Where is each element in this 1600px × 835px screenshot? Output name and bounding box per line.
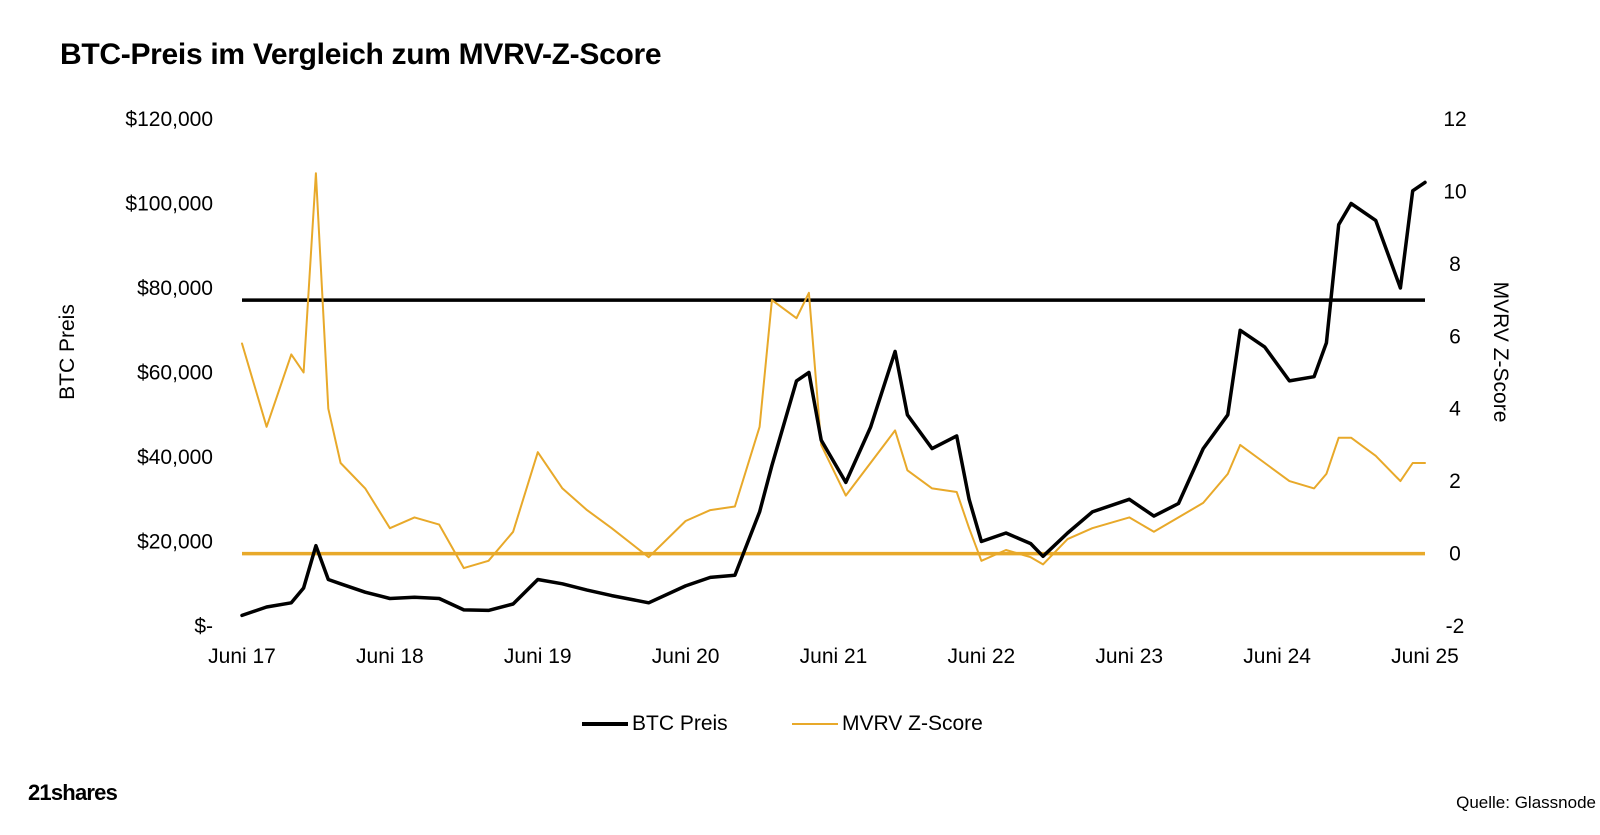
- y-right-tick-label: -2: [1446, 615, 1465, 638]
- y-right-tick-label: 2: [1449, 470, 1461, 493]
- y-left-axis-label: BTC Preis: [56, 304, 79, 400]
- y-left-tick-label: $-: [194, 615, 213, 638]
- brand-logo: 21shares: [28, 780, 118, 805]
- x-tick-label: Juni 24: [1243, 645, 1311, 668]
- x-tick-label: Juni 20: [652, 645, 720, 668]
- y-right-tick-label: 8: [1449, 253, 1461, 276]
- x-tick-label: Juni 22: [948, 645, 1016, 668]
- x-tick-label: Juni 18: [356, 645, 424, 668]
- legend-swatch-btc: [582, 722, 628, 726]
- y-left-axis: $- $20,000 $40,000 $60,000 $80,000 $100,000 $1…: [125, 108, 213, 638]
- x-tick-label: Juni 25: [1391, 645, 1459, 668]
- y-right-tick-label: 4: [1449, 398, 1461, 421]
- y-left-tick-label: $60,000: [137, 362, 213, 385]
- series-group: [240, 172, 1427, 618]
- legend: BTC Preis MVRV Z-Score: [0, 712, 1600, 742]
- y-left-tick-label: $40,000: [137, 446, 213, 469]
- x-tick-label: Juni 21: [800, 645, 868, 668]
- y-right-tick-label: 12: [1443, 108, 1466, 131]
- y-right-tick-label: 10: [1443, 180, 1466, 203]
- legend-item-btc: BTC Preis: [582, 712, 728, 736]
- y-left-tick-label: $80,000: [137, 277, 213, 300]
- x-tick-label: Juni 19: [504, 645, 572, 668]
- series-line-mvrv-z-score: [241, 172, 1426, 570]
- source-note: Quelle: Glassnode: [1456, 793, 1596, 812]
- chart: $- $20,000 $40,000 $60,000 $80,000 $100,000 $1…: [56, 108, 1512, 668]
- y-left-tick-label: $20,000: [137, 531, 213, 554]
- x-axis: Juni 17 Juni 18 Juni 19 Juni 20 Juni 21 Juni …: [208, 645, 1459, 668]
- legend-swatch-mvrv: [792, 723, 838, 725]
- series-line-btc-preis: [240, 180, 1427, 618]
- x-tick-label: Juni 23: [1095, 645, 1163, 668]
- y-left-tick-label: $100,000: [125, 193, 213, 216]
- y-right-tick-label: 0: [1449, 543, 1461, 566]
- y-left-tick-label: $120,000: [125, 108, 213, 131]
- legend-label-mvrv: MVRV Z-Score: [842, 712, 983, 735]
- y-right-tick-label: 6: [1449, 325, 1461, 348]
- x-tick-label: Juni 17: [208, 645, 276, 668]
- reference-lines: [242, 298, 1425, 556]
- y-right-axis: -2 0 2 4 6 8 10 12: [1443, 108, 1466, 638]
- legend-item-mvrv: MVRV Z-Score: [792, 712, 983, 736]
- legend-label-btc: BTC Preis: [632, 712, 728, 735]
- y-right-axis-label: MVRV Z-Score: [1489, 282, 1512, 423]
- chart-title: BTC-Preis im Vergleich zum MVRV-Z-Score: [60, 38, 662, 71]
